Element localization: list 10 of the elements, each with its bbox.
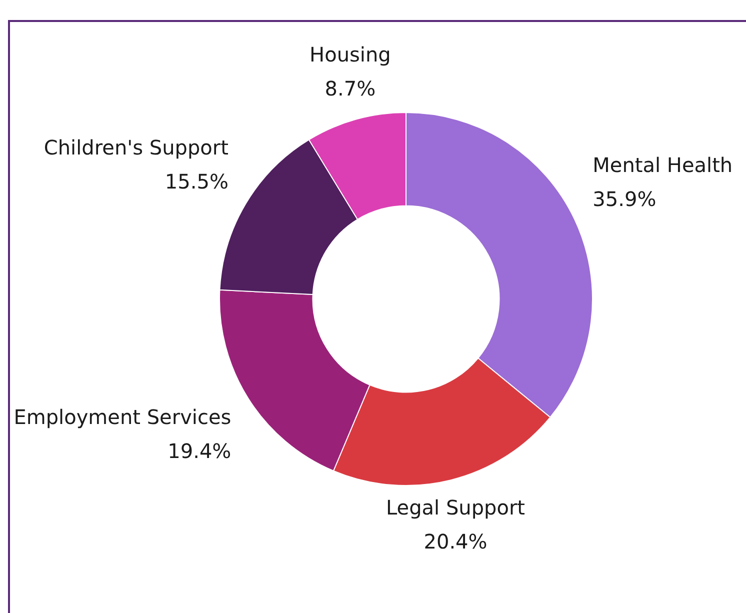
data-label: 35.9%	[592, 186, 656, 211]
data-label: 19.4%	[168, 439, 232, 464]
data-label: 8.7%	[324, 76, 376, 100]
slice-label: Legal Support	[386, 496, 526, 520]
slice-label: Children's Support	[44, 136, 229, 160]
slice-label: Employment Services	[14, 405, 232, 430]
data-label: 20.4%	[424, 530, 488, 554]
slice-label: Mental Health	[592, 152, 733, 177]
data-label: 15.5%	[164, 170, 228, 194]
slice-label: Housing	[310, 42, 391, 66]
